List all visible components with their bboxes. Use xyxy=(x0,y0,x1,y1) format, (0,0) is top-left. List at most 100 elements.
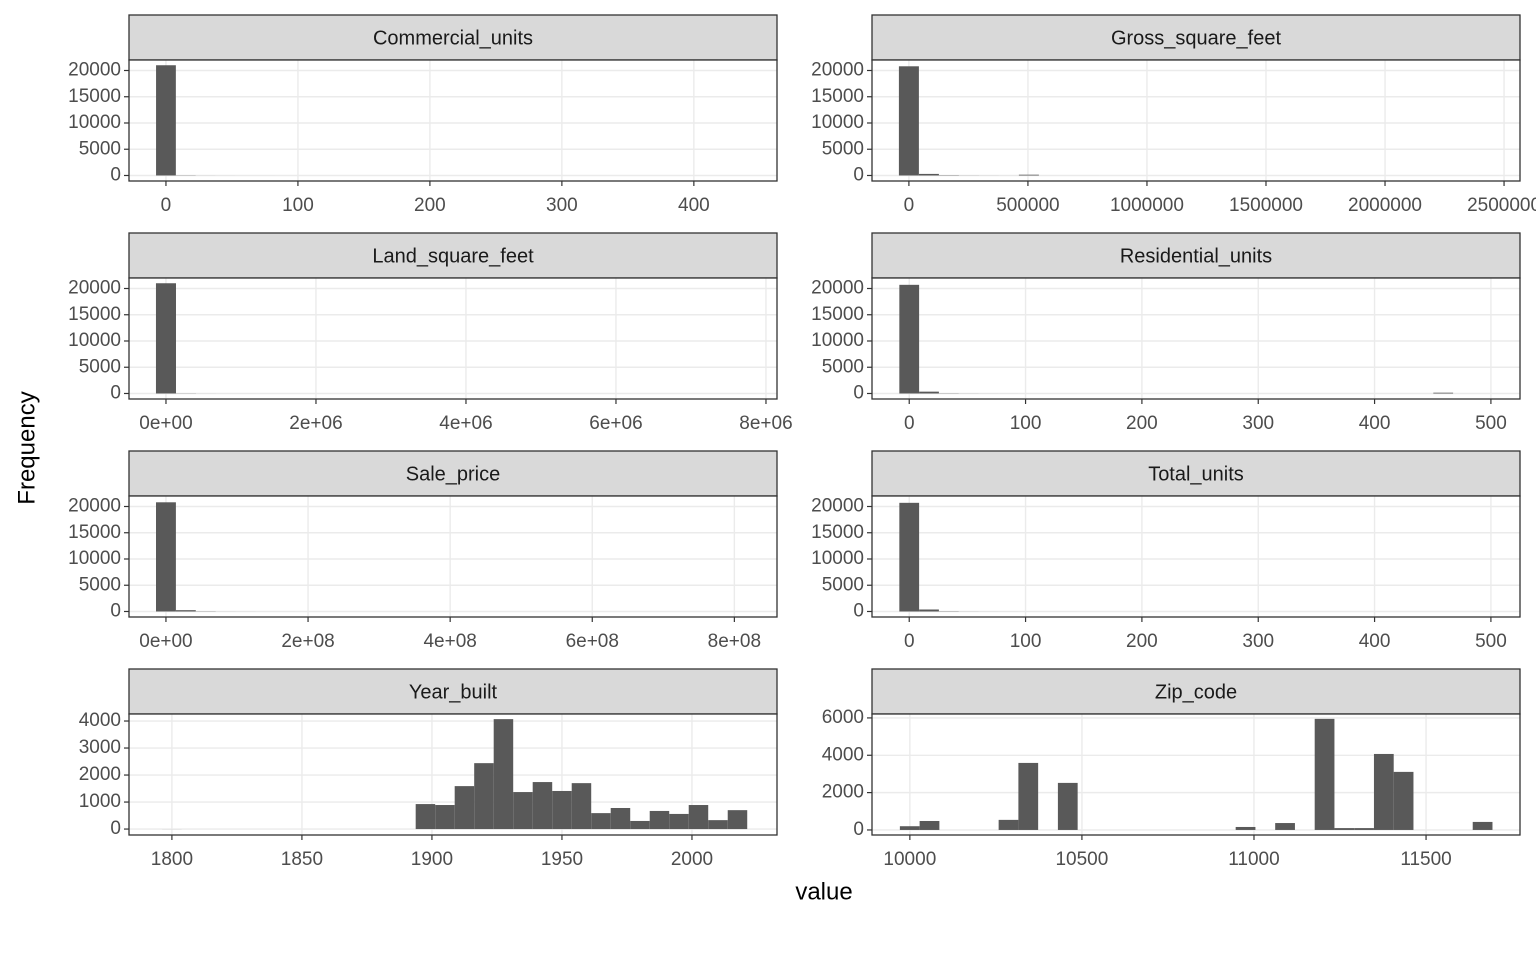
histogram-bar xyxy=(1275,823,1295,830)
histogram-bar xyxy=(899,826,920,830)
panel-background xyxy=(129,278,777,399)
strip-title: Residential_units xyxy=(1120,245,1272,267)
panel-background xyxy=(129,496,777,617)
histogram-bar xyxy=(155,283,176,394)
y-tick-label: 5000 xyxy=(822,138,864,159)
y-tick-label: 0 xyxy=(110,165,121,186)
histogram-bar xyxy=(1314,718,1335,830)
x-tick-label: 4e+08 xyxy=(423,631,476,652)
histogram-bar xyxy=(415,804,436,830)
panel-border xyxy=(128,277,778,400)
y-tick-label: 10000 xyxy=(811,548,864,569)
x-tick-label: 10000 xyxy=(883,849,936,870)
y-tick-label: 0 xyxy=(110,383,121,404)
histogram-bar xyxy=(175,610,196,612)
histogram-bar xyxy=(1334,828,1355,830)
x-tick-label: 500 xyxy=(1475,413,1507,434)
strip-title: Zip_code xyxy=(1155,681,1237,703)
histogram-bar xyxy=(513,792,533,830)
histogram-bar xyxy=(454,786,475,830)
x-tick-label: 6e+06 xyxy=(589,413,642,434)
panel-background xyxy=(129,60,777,181)
histogram-bar xyxy=(435,805,455,830)
strip-title: Land_square_feet xyxy=(372,245,534,267)
x-tick-label: 400 xyxy=(1359,631,1391,652)
strip-title: Commercial_units xyxy=(373,27,533,49)
histogram-bar xyxy=(919,609,939,612)
y-tick-label: 10000 xyxy=(811,112,864,133)
histogram-bar xyxy=(1235,826,1256,830)
histogram-bar xyxy=(1472,821,1493,830)
y-tick-label: 10000 xyxy=(68,112,121,133)
y-tick-label: 2000 xyxy=(822,782,864,803)
y-tick-label: 0 xyxy=(853,165,864,186)
y-tick-label: 20000 xyxy=(68,496,121,517)
y-tick-label: 20000 xyxy=(811,60,864,81)
panel-border xyxy=(871,713,1521,836)
x-tick-label: 11500 xyxy=(1400,849,1451,870)
panel-background xyxy=(872,496,1520,617)
strip xyxy=(128,668,778,715)
x-axis-title: value xyxy=(795,878,852,905)
panel-background xyxy=(872,278,1520,399)
histogram-bar xyxy=(649,810,670,830)
histogram-bar xyxy=(669,813,689,830)
x-tick-label: 2000 xyxy=(671,849,713,870)
x-tick-label: 100 xyxy=(1010,631,1042,652)
y-axis-title: Frequency xyxy=(13,391,40,504)
strip xyxy=(871,668,1521,715)
y-tick-label: 4000 xyxy=(79,710,121,731)
panel-background xyxy=(872,714,1520,835)
strip-title: Year_built xyxy=(409,681,498,703)
x-tick-label: 8e+08 xyxy=(708,631,761,652)
y-tick-label: 15000 xyxy=(68,304,121,325)
y-tick-label: 20000 xyxy=(68,278,121,299)
histogram-bar xyxy=(899,502,920,612)
y-tick-label: 5000 xyxy=(822,356,864,377)
y-tick-label: 10000 xyxy=(68,330,121,351)
y-tick-label: 5000 xyxy=(79,356,121,377)
y-tick-label: 20000 xyxy=(68,60,121,81)
x-tick-label: 1900 xyxy=(411,849,453,870)
strip xyxy=(128,232,778,279)
panel-border xyxy=(871,59,1521,182)
histogram-bar xyxy=(571,783,592,830)
x-tick-label: 11000 xyxy=(1228,849,1279,870)
strip-title: Gross_square_feet xyxy=(1111,27,1282,49)
x-tick-label: 0 xyxy=(904,413,915,434)
y-tick-label: 0 xyxy=(853,383,864,404)
x-tick-label: 300 xyxy=(546,195,578,216)
strip xyxy=(871,14,1521,61)
x-tick-label: 400 xyxy=(678,195,710,216)
histogram-bar xyxy=(552,790,572,830)
x-tick-label: 6e+08 xyxy=(566,631,619,652)
x-tick-label: 0 xyxy=(904,631,915,652)
histogram-bar xyxy=(899,284,920,394)
y-tick-label: 0 xyxy=(853,601,864,622)
strip xyxy=(871,232,1521,279)
x-tick-label: 8e+06 xyxy=(739,413,792,434)
x-tick-label: 1950 xyxy=(541,849,583,870)
histogram-bar xyxy=(688,805,709,830)
y-tick-label: 0 xyxy=(853,819,864,840)
panel-border xyxy=(871,277,1521,400)
x-tick-label: 1000000 xyxy=(1110,195,1184,216)
x-tick-label: 200 xyxy=(1126,413,1158,434)
x-tick-label: 2e+08 xyxy=(281,631,334,652)
x-tick-label: 100 xyxy=(1010,413,1042,434)
y-tick-label: 4000 xyxy=(822,744,864,765)
x-tick-label: 2000000 xyxy=(1348,195,1422,216)
y-tick-label: 0 xyxy=(110,601,121,622)
histogram-bar xyxy=(493,719,514,830)
x-tick-label: 500 xyxy=(1475,631,1507,652)
x-tick-label: 2e+06 xyxy=(289,413,342,434)
y-tick-label: 5000 xyxy=(822,574,864,595)
panel-border xyxy=(128,59,778,182)
histogram-bar xyxy=(532,782,553,830)
x-tick-label: 4e+06 xyxy=(439,413,492,434)
x-tick-label: 10500 xyxy=(1055,849,1108,870)
x-tick-label: 300 xyxy=(1242,413,1274,434)
strip xyxy=(128,14,778,61)
histogram-bar xyxy=(474,763,494,830)
